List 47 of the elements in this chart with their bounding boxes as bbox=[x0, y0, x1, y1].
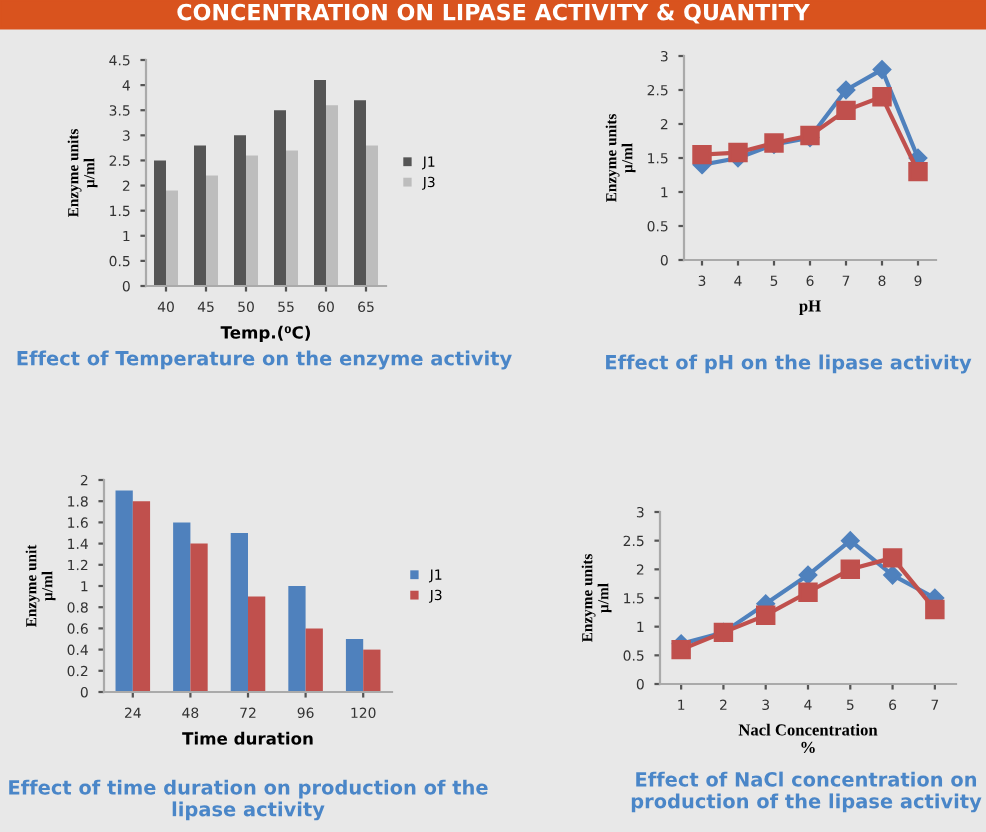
bar bbox=[115, 490, 133, 692]
bar bbox=[326, 105, 338, 286]
bar bbox=[206, 175, 218, 286]
text: Effect of NaCl concentration on production of the lipase activity bbox=[631, 771, 982, 813]
point bbox=[671, 639, 691, 660]
bar bbox=[274, 110, 286, 286]
point bbox=[872, 60, 892, 79]
point bbox=[840, 559, 861, 580]
point bbox=[798, 565, 818, 585]
bar bbox=[286, 150, 298, 286]
bar bbox=[366, 145, 378, 286]
text: Effect of Temperature on the enzyme activity bbox=[17, 350, 512, 370]
point bbox=[872, 87, 892, 107]
point bbox=[798, 582, 818, 602]
bar bbox=[354, 100, 366, 286]
bar bbox=[246, 155, 258, 286]
bar bbox=[190, 543, 208, 692]
x-axis-title: Time duration bbox=[182, 731, 313, 745]
bar bbox=[248, 596, 266, 692]
x-axis-title: pH bbox=[799, 300, 821, 315]
bar bbox=[154, 160, 166, 286]
point bbox=[836, 80, 856, 100]
point bbox=[883, 565, 902, 585]
bar bbox=[230, 533, 248, 692]
text: Effect of pH on the lipase activity bbox=[606, 354, 972, 374]
bar bbox=[173, 522, 191, 692]
x-axis-title: Nacl Concentration % bbox=[738, 723, 878, 754]
bar bbox=[288, 586, 306, 692]
text: Effect of time duration on production of the lipase activity bbox=[9, 779, 488, 821]
bar bbox=[345, 639, 364, 692]
x-axis-title: Temp.(⁰C) bbox=[220, 325, 310, 342]
bar bbox=[363, 649, 381, 692]
point bbox=[755, 605, 776, 625]
bar bbox=[314, 80, 326, 286]
bar bbox=[234, 135, 246, 286]
bar bbox=[305, 628, 323, 692]
point bbox=[836, 100, 856, 121]
point bbox=[728, 142, 748, 163]
point bbox=[882, 548, 903, 568]
point bbox=[841, 531, 860, 550]
point bbox=[925, 599, 945, 620]
text: CONCENTRATION ON LIPASE ACTIVITY & QUANTITY bbox=[177, 3, 810, 24]
bar bbox=[132, 501, 151, 692]
point bbox=[908, 161, 928, 182]
point bbox=[692, 144, 712, 165]
bar bbox=[166, 190, 178, 286]
bar bbox=[194, 145, 206, 286]
